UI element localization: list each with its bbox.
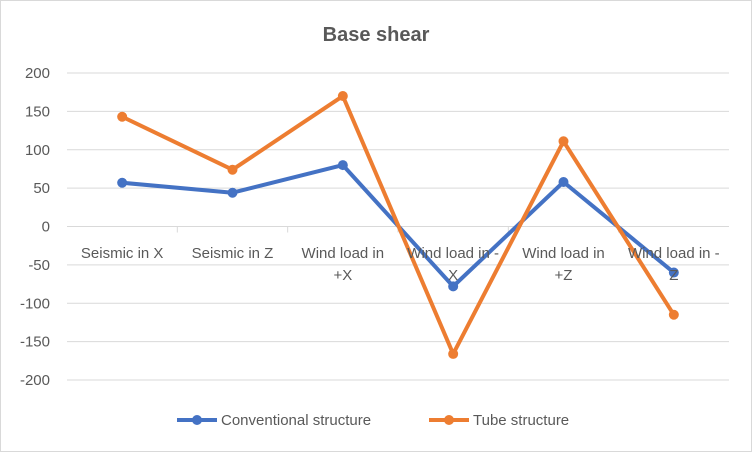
data-point [558, 136, 569, 147]
data-point [117, 177, 128, 188]
y-axis-ticks: 200 150 100 50 0 -50 -100 -150 -200 [20, 65, 50, 389]
x-tick-label: Wind load in [302, 245, 385, 262]
series-1 [117, 91, 679, 359]
y-tick-label: -100 [20, 295, 50, 312]
legend-label: Conventional structure [221, 412, 371, 429]
legend-swatch-marker [192, 415, 202, 425]
y-tick-label: 0 [42, 219, 50, 236]
data-point [448, 281, 459, 292]
legend-item: Tube structure [429, 412, 569, 429]
x-tick-label: Wind load in - [407, 245, 499, 262]
y-tick-label: -150 [20, 334, 50, 351]
x-tick-label: Seismic in X [81, 245, 164, 262]
legend-swatch-marker [444, 415, 454, 425]
legend: Conventional structure Tube structure [177, 412, 569, 429]
data-point [227, 187, 238, 198]
x-tick-label: Z [669, 267, 678, 284]
data-point [337, 91, 348, 102]
y-tick-label: -200 [20, 372, 50, 389]
legend-item: Conventional structure [177, 412, 371, 429]
y-tick-label: 50 [33, 180, 50, 197]
x-tick-label: +Z [555, 267, 573, 284]
y-tick-label: 150 [25, 103, 50, 120]
y-tick-label: -50 [28, 257, 50, 274]
x-tick-label: +X [333, 267, 352, 284]
data-point [448, 348, 459, 359]
y-tick-label: 100 [25, 142, 50, 159]
data-point [558, 176, 569, 187]
data-point [337, 160, 348, 171]
data-point [117, 111, 128, 122]
series-line [120, 94, 676, 356]
x-tick-label: Seismic in Z [192, 245, 274, 262]
x-axis-labels: Seismic in X Seismic in Z Wind load in +X Wi… [81, 245, 720, 284]
series-layer [117, 91, 679, 359]
data-point [668, 267, 679, 278]
x-tick-label: Wind load in - [628, 245, 720, 262]
x-tick-label: X [448, 267, 458, 284]
y-tick-label: 200 [25, 65, 50, 82]
chart-title: Base shear [323, 24, 430, 46]
data-point [227, 164, 238, 175]
x-tick-label: Wind load in [522, 245, 605, 262]
data-point [668, 309, 679, 320]
legend-label: Tube structure [473, 412, 569, 429]
